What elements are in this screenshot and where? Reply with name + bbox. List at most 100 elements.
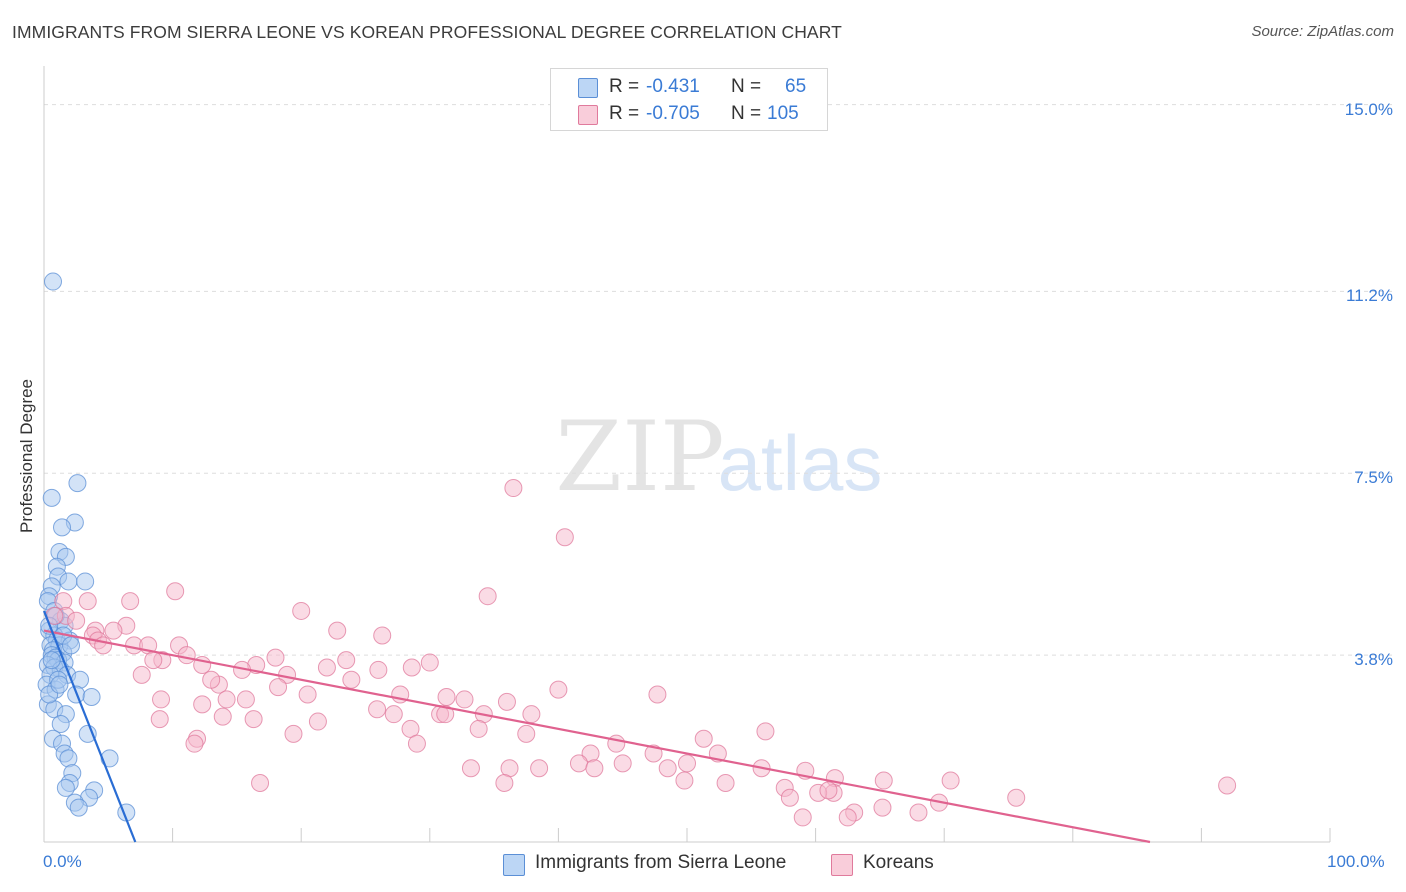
korean-point <box>694 729 713 748</box>
korean-point <box>585 759 604 778</box>
korean-point <box>678 754 696 773</box>
stats-row-koreans: R = -0.705 N = 105 <box>551 101 827 127</box>
korean-point <box>67 611 86 630</box>
korean-point <box>152 690 171 709</box>
korean-point <box>909 803 928 822</box>
korean-point <box>607 734 626 753</box>
korean-point <box>369 660 388 679</box>
legend-swatch-pink <box>578 105 598 125</box>
koreans-trend-line <box>43 629 1151 844</box>
korean-point <box>873 798 892 817</box>
korean-point <box>185 734 204 753</box>
stats-legend: R = -0.431 N = 65 R = -0.705 N = 105 <box>550 68 828 131</box>
sierra-leone-point <box>59 572 78 591</box>
korean-point <box>292 601 311 620</box>
x-tick-label-max: 100.0% <box>1327 852 1385 871</box>
r-label: R = <box>609 76 640 97</box>
korean-point <box>368 700 387 719</box>
sierra-leone-point <box>53 518 72 537</box>
korean-point <box>1007 788 1026 807</box>
korean-point <box>384 705 403 724</box>
korean-point <box>469 719 488 738</box>
series-koreans-points <box>45 479 1237 827</box>
korean-point <box>497 692 516 711</box>
watermark-zip: ZIP <box>555 401 724 513</box>
korean-point <box>337 651 356 670</box>
series-sierra-leone-points <box>37 272 136 822</box>
n-value: 65 <box>785 76 807 97</box>
y-tick-label: 11.2% <box>1346 286 1393 306</box>
korean-point <box>177 646 196 665</box>
korean-point <box>436 705 455 724</box>
korean-point <box>236 690 255 709</box>
grid-layer <box>44 104 1392 656</box>
x-tick-label-min: 0.0% <box>43 852 82 871</box>
korean-point <box>284 724 303 743</box>
korean-point <box>549 680 568 699</box>
sierra-leone-point <box>68 474 87 493</box>
korean-point <box>793 808 812 827</box>
korean-point <box>202 670 221 689</box>
korean-point <box>555 528 574 547</box>
korean-point <box>569 754 588 773</box>
sierra-leone-point <box>50 675 69 694</box>
sierra-leone-point <box>42 651 61 670</box>
korean-point <box>675 771 694 790</box>
korean-point <box>342 670 361 689</box>
korean-point <box>522 705 541 724</box>
korean-point <box>251 774 270 793</box>
korean-point <box>819 781 838 800</box>
sierra-leone-point <box>59 749 78 768</box>
y-tick-label: 3.8% <box>1354 650 1393 670</box>
korean-point <box>495 774 514 793</box>
korean-point <box>407 734 426 753</box>
sierra-leone-point <box>69 798 88 817</box>
korean-point <box>504 479 523 498</box>
r-value: -0.431 <box>646 76 700 97</box>
korean-point <box>780 788 799 807</box>
r-label: R = <box>609 103 640 124</box>
sierra-leone-trend-line <box>42 610 137 843</box>
korean-point <box>269 678 288 697</box>
sierra-leone-point <box>82 687 101 706</box>
korean-point <box>121 592 140 611</box>
korean-point <box>648 685 667 704</box>
korean-point <box>150 710 169 729</box>
korean-point <box>144 651 163 670</box>
korean-point <box>132 665 151 684</box>
korean-point <box>941 771 960 790</box>
korean-point <box>373 626 392 645</box>
korean-point <box>874 771 893 790</box>
korean-point <box>1218 776 1237 795</box>
chart-title: IMMIGRANTS FROM SIERRA LEONE VS KOREAN P… <box>12 22 842 42</box>
legend-swatch-blue <box>578 78 598 98</box>
legend-swatch-pink <box>831 854 853 876</box>
korean-point <box>94 636 113 655</box>
korean-point <box>530 759 549 778</box>
korean-point <box>298 685 317 704</box>
legend-label: Immigrants from Sierra Leone <box>535 852 787 873</box>
korean-point <box>461 759 480 778</box>
korean-point <box>478 587 497 606</box>
source-label: Source: ZipAtlas.com <box>1251 23 1394 40</box>
korean-point <box>266 648 285 667</box>
sierra-leone-point <box>51 715 70 734</box>
n-value: 105 <box>767 103 799 124</box>
sierra-leone-point <box>76 572 95 591</box>
y-tick-label: 7.5% <box>1354 468 1393 488</box>
korean-point <box>838 808 857 827</box>
korean-point <box>658 759 677 778</box>
legend-label: Koreans <box>863 852 934 873</box>
stats-row-sierra-leone: R = -0.431 N = 65 <box>551 74 827 100</box>
korean-point <box>716 774 735 793</box>
sierra-leone-point <box>56 778 75 797</box>
korean-point <box>104 621 123 640</box>
r-value: -0.705 <box>646 103 700 124</box>
korean-point <box>317 658 336 677</box>
korean-point <box>402 658 421 677</box>
korean-point <box>244 710 263 729</box>
korean-point <box>213 707 232 726</box>
n-label: N = <box>731 103 762 124</box>
sierra-leone-point <box>44 272 63 291</box>
